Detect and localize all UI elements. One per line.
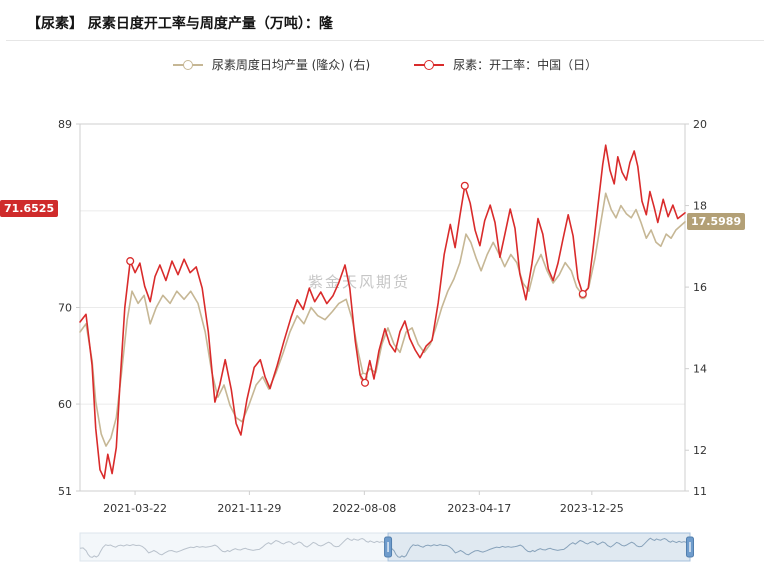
- left-axis-tick-label: 70: [58, 302, 72, 315]
- legend-label-operating-rate: 尿素：开工率：中国（日）: [453, 58, 598, 72]
- right-axis-tick-label: 16: [693, 281, 707, 294]
- legend-circle-icon: [424, 59, 435, 70]
- x-axis-tick-label: 2021-03-22: [103, 502, 167, 515]
- right-axis-tick-label: 12: [693, 444, 707, 457]
- series-line: [79, 192, 686, 447]
- chart-title: 【尿素】 尿素日度开工率与周度产量（万吨）：隆: [27, 16, 333, 32]
- right-axis-tick-label: 14: [693, 363, 707, 376]
- legend-line-marker-operating-rate: [414, 59, 445, 70]
- x-axis-tick-label: 2023-12-25: [560, 502, 624, 515]
- right-axis-tick-label: 11: [693, 485, 707, 498]
- right-axis-tick-label: 18: [693, 200, 707, 213]
- left-axis-tick-label: 60: [58, 398, 72, 411]
- title-divider: [6, 40, 764, 41]
- left-axis-value-badge: 71.6525: [0, 199, 59, 217]
- navigator-selection[interactable]: [387, 532, 691, 562]
- legend: 尿素周度日均产量 (隆众) (右) 尿素：开工率：中国（日）: [0, 56, 770, 73]
- legend-circle-icon: [182, 59, 193, 70]
- right-axis-tick-label: 20: [693, 118, 707, 131]
- legend-item-operating-rate[interactable]: 尿素：开工率：中国（日）: [414, 56, 597, 73]
- legend-line-marker-production: [172, 59, 203, 70]
- legend-item-production[interactable]: 尿素周度日均产量 (隆众) (右): [172, 56, 371, 73]
- x-axis-tick-label: 2023-04-17: [447, 502, 511, 515]
- x-axis-tick-label: 2022-08-08: [332, 502, 396, 515]
- legend-label-production: 尿素周度日均产量 (隆众) (右): [211, 58, 371, 72]
- navigator-mini-line: [79, 537, 389, 558]
- x-axis-tick-label: 2021-11-29: [217, 502, 281, 515]
- left-axis-tick-label: 51: [58, 485, 72, 498]
- data-point-marker: [360, 378, 370, 387]
- data-point-marker: [126, 257, 135, 266]
- navigator-mini-line: [388, 537, 691, 558]
- data-point-marker: [578, 289, 587, 299]
- right-axis-value-badge: 17.5989: [687, 213, 746, 231]
- data-point-marker: [460, 181, 469, 190]
- left-axis-tick-label: 89: [58, 118, 72, 131]
- series-line: [79, 144, 686, 480]
